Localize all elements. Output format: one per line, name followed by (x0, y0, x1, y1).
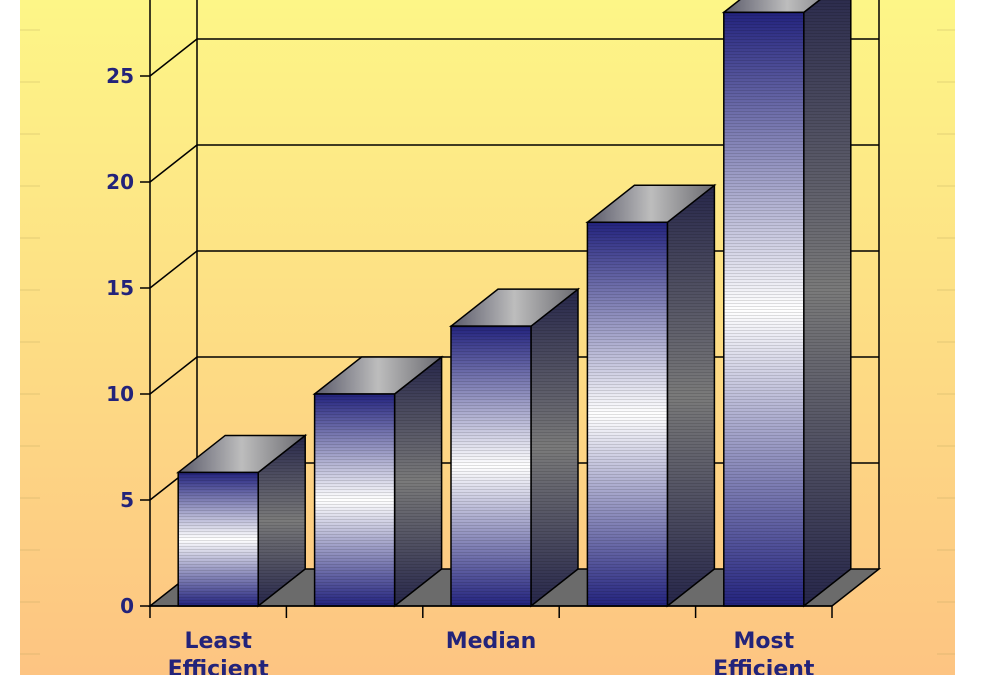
bar-side-texture (667, 185, 715, 606)
bar (176, 433, 308, 608)
bar-front-texture (587, 222, 668, 606)
y-tick-label: 20 (106, 170, 134, 194)
bar-side-texture (394, 357, 442, 606)
bar-front-texture (723, 12, 804, 606)
bar-side-texture (258, 435, 306, 606)
x-axis: Least Efficient Median Most Efficient (149, 605, 833, 675)
bars (176, 0, 852, 608)
edge-tick-marks (20, 29, 955, 655)
x-category-label: Least Efficient (168, 629, 270, 675)
gridline-side (149, 250, 198, 289)
bar-front-texture (178, 472, 259, 606)
x-category-label: Median (446, 629, 537, 654)
y-tick-label: 25 (106, 64, 134, 88)
bar (312, 355, 444, 608)
bar-front-texture (451, 326, 531, 606)
gridline-side (149, 356, 198, 395)
y-tick-label: 10 (106, 382, 134, 406)
gridline-side (149, 144, 198, 183)
bar (448, 287, 581, 608)
y-tick-label: 5 (120, 488, 134, 512)
bar-side-texture (531, 289, 578, 606)
x-category-label: Most Efficient (713, 629, 815, 675)
gridline-side (149, 38, 198, 77)
bar (585, 183, 717, 608)
y-tick-label: 0 (120, 594, 134, 618)
bar-side-texture (803, 0, 851, 606)
y-axis: 0 5 10 15 20 25 (106, 64, 150, 618)
bar-front-texture (314, 394, 395, 606)
y-tick-label: 15 (106, 276, 134, 300)
bar (721, 0, 852, 608)
